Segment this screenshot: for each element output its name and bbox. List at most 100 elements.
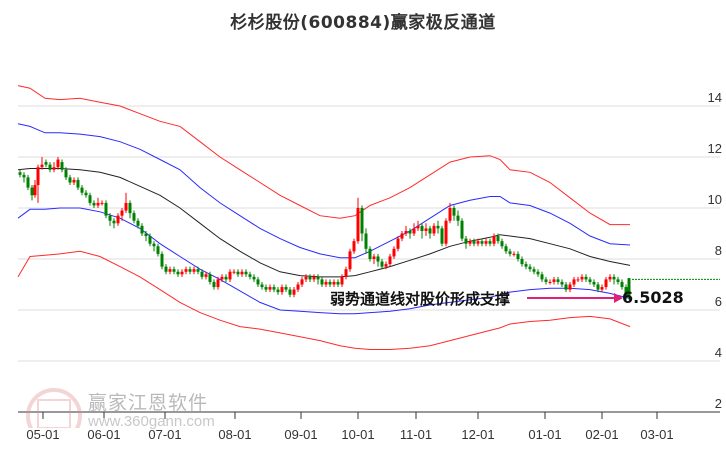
middle-line — [17, 168, 631, 278]
candle-body — [108, 215, 112, 221]
candle-body — [416, 225, 420, 229]
candle-body — [104, 202, 108, 216]
candle-body — [208, 274, 212, 282]
candle-body — [320, 279, 324, 285]
candle-body — [524, 264, 528, 267]
candle-body — [580, 276, 584, 280]
candle-body — [536, 271, 540, 275]
candle-body — [480, 241, 484, 244]
y-tick-label: 14 — [707, 90, 722, 105]
candle-body — [404, 230, 408, 234]
candle-body — [92, 202, 96, 206]
support-annotation: 弱势通道线对股价形成支撑 — [330, 290, 511, 308]
candle-body — [620, 281, 624, 288]
candle-body — [500, 241, 504, 247]
candle-body — [224, 276, 228, 280]
candle-body — [460, 220, 464, 239]
x-tick-label: 12-01 — [461, 427, 495, 442]
candle-body — [256, 279, 260, 285]
watermark-seal-icon — [24, 388, 84, 444]
candle-body — [84, 192, 88, 196]
candle-body — [220, 276, 224, 280]
candle-body — [172, 269, 176, 272]
candle-body — [260, 284, 264, 288]
candle-body — [18, 172, 22, 175]
candle-body — [100, 202, 104, 204]
candle-body — [288, 289, 292, 295]
candle-body — [572, 279, 576, 285]
y-tick-label: 10 — [707, 192, 722, 207]
candle-body — [144, 233, 148, 237]
candle-body — [116, 215, 120, 224]
candle-body — [376, 256, 380, 262]
candle-body — [568, 284, 572, 290]
x-tick-label: 07-01 — [148, 427, 182, 442]
candle-body — [192, 269, 196, 272]
candle-body — [344, 269, 348, 277]
candle-body — [308, 276, 312, 280]
x-tick-label: 11-01 — [399, 427, 433, 442]
candle-body — [196, 269, 200, 272]
candle-body — [512, 253, 516, 255]
candle-body — [248, 274, 252, 277]
candle-body — [284, 287, 288, 290]
candle-body — [64, 169, 68, 178]
candle-body — [432, 225, 436, 234]
candle-body — [400, 233, 404, 239]
candle-body — [232, 271, 236, 273]
candle-body — [452, 208, 456, 216]
last-price-label: 6.5028 — [622, 288, 684, 307]
candle-body — [244, 271, 248, 275]
candle-body — [160, 253, 164, 267]
candle-body — [312, 276, 316, 280]
y-tick-label: 6 — [714, 294, 722, 309]
candle-body — [624, 287, 628, 298]
candle-body — [336, 281, 340, 285]
candle-body — [360, 208, 364, 234]
candle-body — [540, 274, 544, 280]
candle-body — [212, 281, 216, 288]
candle-body — [627, 278, 631, 298]
candle-body — [22, 174, 26, 178]
candle-body — [268, 287, 272, 290]
candle-body — [316, 276, 320, 280]
candle-body — [604, 279, 608, 288]
candle-body — [592, 281, 596, 285]
candle-body — [448, 208, 452, 221]
candle-body — [156, 246, 160, 254]
candle-body — [272, 287, 276, 290]
candle-body — [200, 271, 204, 277]
candle-body — [112, 220, 116, 224]
candle-body — [304, 276, 308, 280]
candle-body — [26, 177, 30, 188]
candle-body — [148, 236, 152, 244]
y-tick-label: 12 — [707, 141, 722, 156]
candle-body — [532, 269, 536, 272]
candle-body — [280, 287, 284, 293]
candle-body — [76, 179, 80, 188]
candle-body — [44, 162, 48, 165]
y-tick-label: 2 — [714, 396, 722, 411]
candle-body — [508, 251, 512, 254]
candle-body — [576, 279, 580, 281]
candle-body — [516, 253, 520, 259]
candle-body — [428, 228, 432, 234]
watermark-text: 赢家江恩软件 — [88, 392, 209, 414]
candle-body — [556, 279, 560, 282]
candle-body — [60, 162, 64, 170]
candle-body — [408, 230, 412, 234]
candle-body — [412, 228, 416, 234]
candle-body — [264, 287, 268, 290]
candle-body — [424, 228, 428, 231]
candle-body — [496, 236, 500, 242]
x-tick-label: 01-01 — [528, 427, 562, 442]
y-tick-label: 4 — [714, 345, 722, 360]
x-tick-label: 09-01 — [284, 427, 318, 442]
candle-body — [596, 284, 600, 290]
candle-body — [488, 241, 492, 244]
candle-body — [440, 228, 444, 244]
candle-body — [48, 164, 52, 170]
candle-body — [528, 266, 532, 270]
candle-body — [332, 281, 336, 285]
candle-body — [96, 202, 100, 206]
